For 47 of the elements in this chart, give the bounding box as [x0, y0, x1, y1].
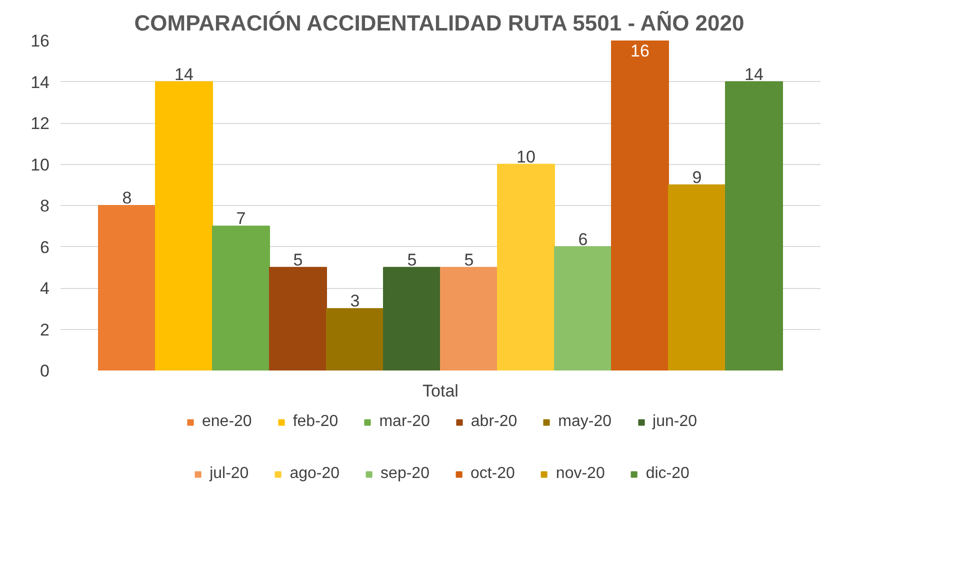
bar	[383, 266, 441, 370]
data-label: 14	[744, 64, 764, 84]
y-tick-label: 6	[40, 238, 50, 257]
data-label: 5	[464, 250, 474, 270]
legend-label: dic-20	[646, 465, 690, 483]
y-tick-label: 14	[30, 72, 50, 92]
legend-label: ene-20	[202, 413, 252, 431]
legend-label: sep-20	[380, 465, 430, 483]
legend-label: may-20	[558, 413, 612, 431]
y-tick-label: 0	[40, 362, 50, 380]
bar	[98, 205, 156, 370]
bar	[554, 246, 612, 370]
legend-label: jun-20	[652, 413, 697, 431]
data-label: 8	[122, 188, 132, 208]
legend-label: mar-20	[379, 413, 430, 431]
bar	[668, 184, 726, 370]
y-tick-label: 4	[40, 279, 50, 298]
legend-label: abr-20	[470, 413, 518, 431]
bar	[269, 266, 327, 370]
bar	[497, 164, 555, 370]
legend-label: oct-20	[470, 465, 515, 483]
bar	[725, 81, 783, 370]
bar	[440, 266, 498, 370]
data-label: 5	[293, 250, 303, 270]
bar	[611, 40, 669, 370]
bar	[155, 81, 213, 370]
legend-label: ago-20	[290, 465, 340, 483]
data-label: 16	[630, 42, 650, 60]
y-tick-label: 16	[30, 32, 50, 50]
x-tick-label: Total	[422, 382, 458, 400]
data-label: 7	[236, 209, 246, 228]
data-label: 6	[578, 230, 588, 249]
legend-label: nov-20	[556, 465, 605, 483]
y-tick-label: 2	[40, 320, 50, 340]
data-label: 14	[174, 64, 194, 84]
chart-title: COMPARACIÓN ACCIDENTALIDAD RUTA 5501 - AÑO 2020	[134, 10, 744, 36]
y-tick-label: 8	[40, 196, 50, 216]
y-tick-label: 12	[30, 114, 50, 133]
y-tick-label: 10	[30, 155, 50, 174]
bar	[326, 308, 384, 370]
data-label: 9	[692, 168, 702, 187]
legend-label: jul-20	[210, 465, 249, 483]
legend-label: feb-20	[292, 413, 338, 431]
data-label: 5	[407, 250, 417, 270]
bar	[212, 226, 270, 370]
data-label: 10	[516, 147, 536, 166]
data-label: 3	[350, 292, 360, 311]
